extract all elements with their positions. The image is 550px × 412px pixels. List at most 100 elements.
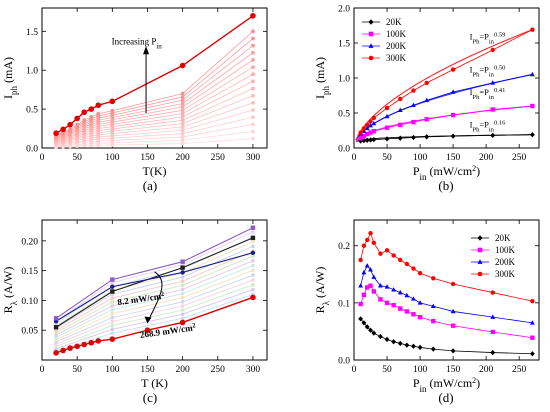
faint-point bbox=[251, 108, 255, 112]
faint-point bbox=[251, 65, 255, 70]
faint-point bbox=[180, 304, 185, 308]
x-tick-label: 250 bbox=[512, 153, 527, 163]
faint-point bbox=[251, 268, 255, 273]
y-tick-label: 0.15 bbox=[21, 267, 38, 277]
faint-point bbox=[180, 98, 185, 103]
data-point-300K bbox=[368, 230, 373, 236]
data-point-300K bbox=[530, 27, 535, 32]
faint-point bbox=[110, 315, 115, 320]
faint-series-line bbox=[55, 38, 254, 136]
data-point-200K bbox=[430, 303, 436, 309]
data-point-300K bbox=[417, 270, 423, 276]
data-point-black_curve bbox=[110, 289, 115, 294]
panel-label-d: (d) bbox=[438, 390, 453, 405]
fit-label-200K: IPh=Pin0.50 bbox=[470, 64, 506, 78]
x-tick-label: 50 bbox=[72, 365, 82, 375]
data-point-200K bbox=[450, 89, 456, 94]
legend-marker-300K bbox=[477, 271, 483, 277]
data-point-300K bbox=[368, 119, 373, 124]
plot-frame bbox=[41, 219, 268, 361]
highlight-point bbox=[67, 121, 73, 128]
y-tick-label: 0.20 bbox=[21, 237, 38, 247]
data-point-purple_curve bbox=[180, 259, 185, 264]
panel-label-c: (c) bbox=[143, 390, 157, 405]
data-point-300K bbox=[371, 240, 377, 246]
faint-point bbox=[110, 311, 115, 316]
legend-entry-200K: 200K bbox=[386, 41, 407, 51]
faint-series-line bbox=[55, 250, 254, 331]
data-point-100K bbox=[368, 283, 373, 288]
faint-point bbox=[110, 108, 115, 113]
highlight-point bbox=[109, 98, 116, 105]
faint-point bbox=[180, 279, 185, 283]
highlight-point bbox=[179, 62, 186, 69]
faint-point bbox=[180, 275, 185, 279]
faint-series-line bbox=[56, 138, 253, 148]
data-point-200K bbox=[411, 296, 416, 301]
x-tick-label: 0 bbox=[40, 365, 45, 375]
x-tick-label: 100 bbox=[105, 365, 120, 375]
data-point-20K bbox=[361, 138, 367, 144]
data-point-100K bbox=[378, 297, 383, 302]
faint-point bbox=[96, 111, 101, 116]
x-tick-label: 300 bbox=[246, 365, 261, 375]
x-tick-label: 50 bbox=[72, 153, 82, 163]
data-point-100K bbox=[391, 302, 396, 308]
x-tick-label: 100 bbox=[413, 365, 428, 375]
legend-marker-300K bbox=[368, 55, 374, 61]
data-point-20K bbox=[364, 324, 370, 330]
data-point-red bbox=[88, 339, 95, 346]
data-point-300K bbox=[384, 248, 390, 253]
y-tick-label: 1.5 bbox=[26, 28, 38, 38]
data-point-navy_curve bbox=[180, 270, 185, 275]
faint-series-line bbox=[55, 245, 254, 329]
faint-point bbox=[180, 125, 185, 129]
highlight-point bbox=[250, 12, 256, 19]
annotation-curved-arrow-head bbox=[144, 316, 152, 324]
data-point-100K bbox=[398, 306, 403, 311]
faint-point bbox=[110, 300, 115, 304]
data-point-200K bbox=[364, 263, 370, 268]
annotation-curved-arrow bbox=[147, 271, 163, 323]
panel-c: 0 50 100 150 200 250 300 0.05 0.10 0.15 0.20 T (K) R… bbox=[1, 219, 268, 405]
data-point-200K bbox=[371, 120, 377, 126]
x-tick-label: 200 bbox=[176, 153, 191, 163]
legend: 20K 100K 200K 300K bbox=[471, 233, 516, 279]
x-tick-label: 100 bbox=[413, 153, 428, 163]
faint-series-line bbox=[55, 52, 254, 138]
data-point-200K bbox=[361, 128, 367, 133]
y-axis-label: Iph (mA) bbox=[1, 57, 19, 99]
legend-entry-100K: 100K bbox=[386, 29, 407, 39]
data-point-300K bbox=[371, 115, 377, 121]
faint-point bbox=[110, 304, 115, 308]
faint-series-line bbox=[56, 124, 253, 146]
data-point-300K bbox=[530, 298, 535, 304]
fit-label-20K: IPh=Pin0.16 bbox=[470, 119, 506, 133]
y-tick-label: 1.0 bbox=[26, 67, 38, 77]
data-point-100K bbox=[417, 314, 423, 320]
faint-series-line bbox=[56, 102, 254, 144]
data-point-red bbox=[81, 341, 87, 348]
y-tick-label: 0.5 bbox=[338, 110, 350, 120]
y-tick-label: 0.0 bbox=[338, 357, 350, 367]
legend-marker-100K bbox=[477, 247, 483, 253]
annotation-arrow-head bbox=[143, 46, 150, 55]
data-point-300K bbox=[450, 67, 456, 72]
data-point-20K bbox=[411, 343, 416, 349]
faint-point bbox=[251, 254, 255, 258]
data-point-100K bbox=[450, 323, 456, 328]
data-point-black_curve bbox=[250, 235, 256, 241]
data-point-300K bbox=[365, 122, 370, 128]
data-point-100K bbox=[358, 136, 363, 141]
faint-point bbox=[180, 108, 185, 113]
data-point-20K bbox=[391, 339, 397, 345]
highlight-point bbox=[74, 115, 80, 122]
data-point-100K bbox=[398, 122, 403, 128]
panel-a: 0 50 100 150 200 250 300 0.0 0.5 1.0 1.5 T(K) Iph (m… bbox=[1, 7, 268, 193]
series-line-navy_curve bbox=[55, 252, 254, 322]
data-point-100K bbox=[361, 133, 367, 139]
faint-point bbox=[89, 114, 94, 119]
fit-curve-20K bbox=[355, 134, 533, 143]
data-point-100K bbox=[365, 285, 370, 290]
faint-series-line bbox=[55, 260, 254, 336]
